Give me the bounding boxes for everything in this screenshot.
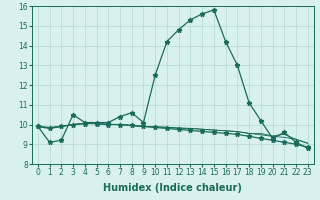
X-axis label: Humidex (Indice chaleur): Humidex (Indice chaleur) (103, 183, 242, 193)
